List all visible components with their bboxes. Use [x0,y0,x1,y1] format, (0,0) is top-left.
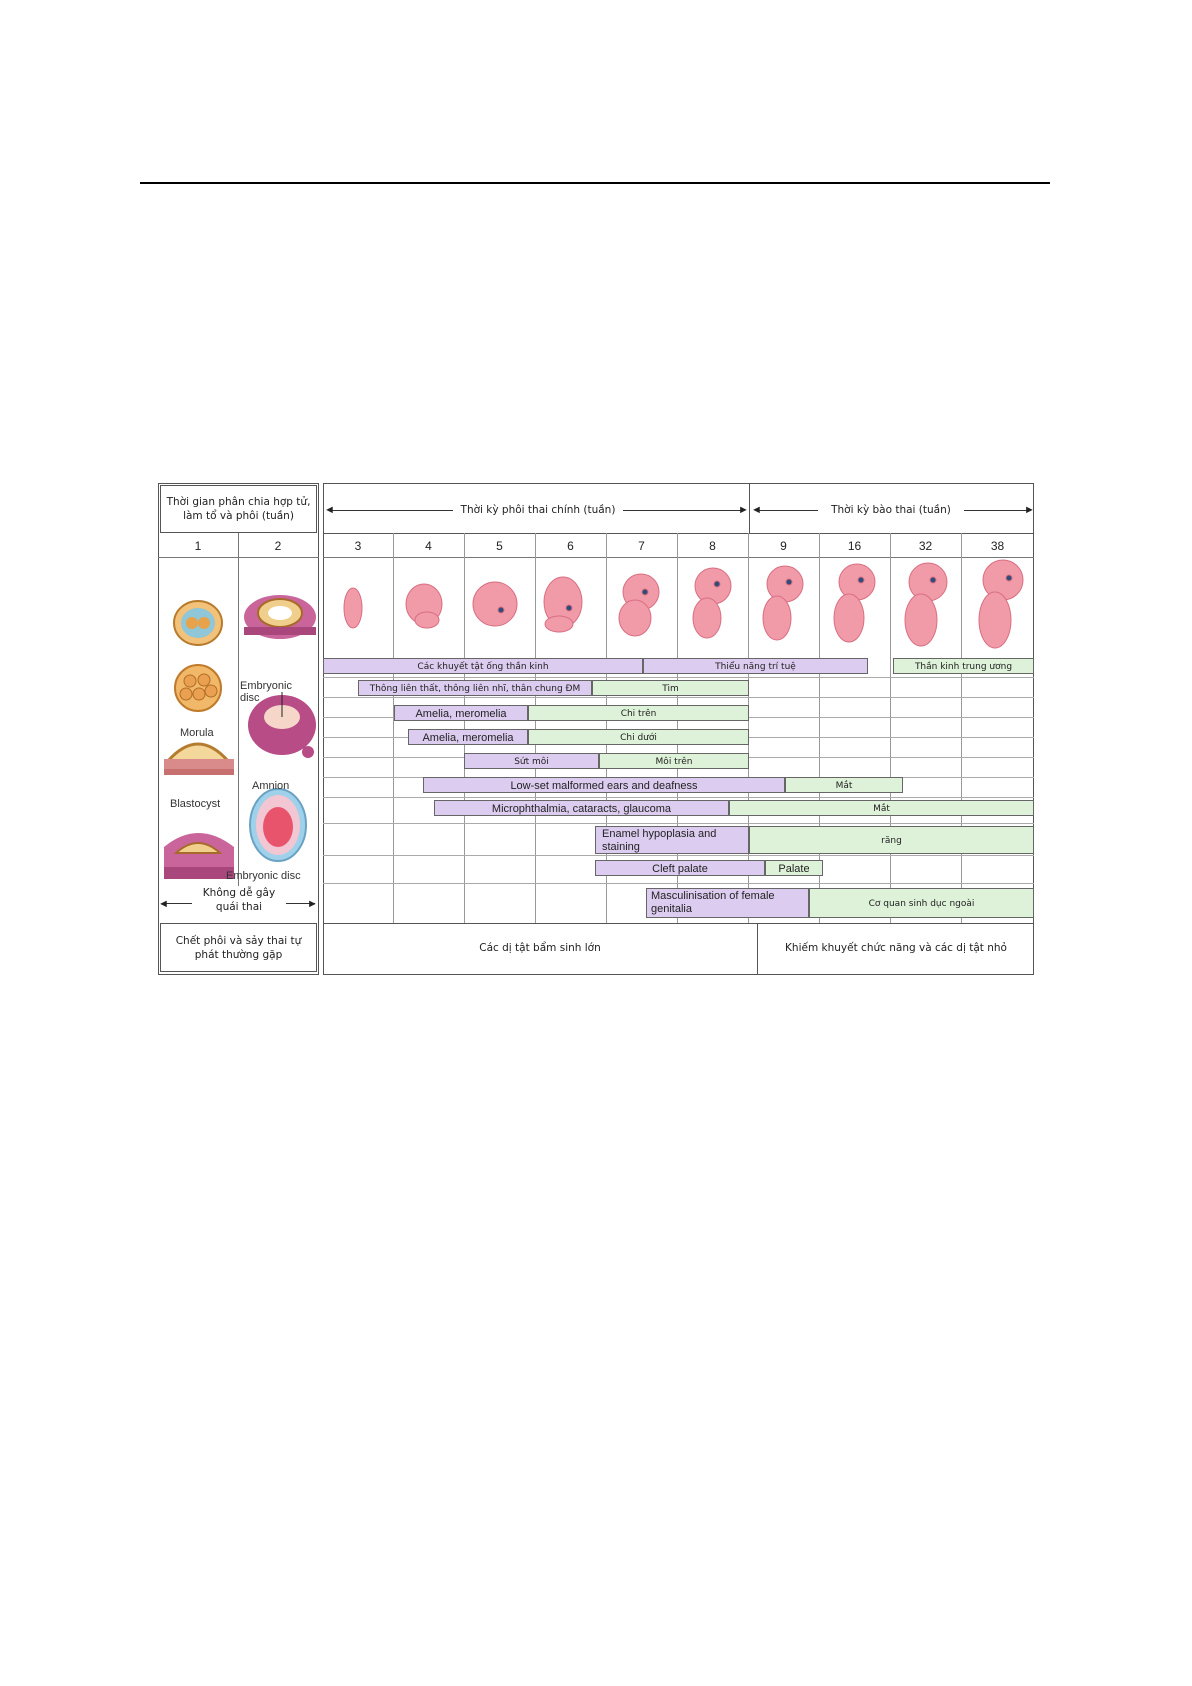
label-embryonic-disc-bottom: Embryonic disc [226,870,301,882]
week-38: 38 [990,539,1005,553]
left-header-box: Thời gian phân chia hợp tử, làm tổ và ph… [160,485,317,533]
period-divider [749,483,750,533]
header-rule [140,182,1050,184]
footer-minor-defects: Khiếm khuyết chức năng và các dị tật nhỏ [785,942,1007,954]
embryo-week-8-icon [692,567,732,639]
fetus-week-32-icon [904,562,948,647]
grid-row-line [323,697,1034,698]
bar-cleft-lip: Sứt môi [464,753,599,769]
footer-major-defects: Các dị tật bẩm sinh lớn [479,942,601,954]
bar-cleft-palate: Cleft palate [595,860,765,876]
bar-heart: Tim [592,680,749,696]
label-morula: Morula [180,727,214,739]
week-3: 3 [354,539,362,553]
morula-icon [174,664,222,712]
fetal-period-label: Thời kỳ bào thai (tuần) [818,503,964,517]
label-embryonic-disc-top: Embryonic disc [240,680,292,704]
embryo-week-3-icon [343,587,363,629]
blastocyst-icon [164,742,234,775]
embryonic-arrow-left: ◄ [324,504,335,516]
bar-enamel: Enamel hypoplasia and staining [595,826,749,854]
bar-genitalia: Cơ quan sinh dục ngoài [809,888,1034,918]
left-footer-text: Chết phôi và sảy thai tự phát thường gặp [175,934,302,961]
label-amnion: Amnion [252,780,290,792]
embryo-week-5-icon [472,581,518,627]
embryonic-period-label: Thời kỳ phôi thai chính (tuần) [453,503,623,517]
grid-row-line [323,883,1034,884]
embryo-week-7-icon [618,573,660,637]
embryo-week-9-icon [762,565,804,641]
bar-lower-limb: Chi dưới [528,729,749,745]
fetus-week-38-icon [978,559,1024,649]
fetus-week-16-icon [833,563,876,643]
grid-col-line [464,533,465,923]
bar-palate: Palate [765,860,823,876]
bar-upper-lip: Môi trên [599,753,749,769]
week-row-bottom [323,557,1034,558]
bar-heart-defects: Thông liên thất, thông liên nhĩ, thân ch… [358,680,592,696]
arrow-left-head: ◄ [158,898,169,910]
embryo-illustrations [343,559,1024,649]
grid-col-line [606,533,607,923]
embryonic-arrow-right: ► [738,504,749,516]
grid-col-line [393,533,394,923]
week-16: 16 [847,539,862,553]
bar-amelia-lower: Amelia, meromelia [408,729,528,745]
bar-upper-limb: Chi trên [528,705,749,721]
grid-row-line [323,797,1034,798]
no-teratogen-text: Không dễ gây quái thai [192,886,286,914]
period-header-bottom [323,533,1034,534]
week-9: 9 [780,539,787,553]
week-32: 32 [918,539,933,553]
grid-col-line [819,533,820,923]
left-week-2: 2 [274,539,282,553]
zygote-icon [173,600,223,646]
grid-col-line [748,533,749,923]
grid-row-line [323,855,1034,856]
week-5: 5 [496,539,503,553]
grid-col-line [961,533,962,923]
bar-ears: Low-set malformed ears and deafness [423,777,785,793]
bar-neural-tube: Các khuyết tật ống thần kinh [323,658,643,674]
stage-illustrations [164,595,316,879]
bar-teeth: răng [749,826,1034,854]
left-col-divider [238,533,239,909]
left-week-1: 1 [194,539,202,553]
grid-col-line [535,533,536,923]
bar-microphthalmia: Microphthalmia, cataracts, glaucoma [434,800,729,816]
left-header-text: Thời gian phân chia hợp tử, làm tổ và ph… [166,496,311,522]
bar-eye-2: Mắt [729,800,1034,816]
left-footer-box: Chết phôi và sảy thai tự phát thường gặp [160,923,317,972]
week-8: 8 [709,539,716,553]
footer-divider [757,923,758,975]
week-4: 4 [425,539,432,553]
bar-intellectual-disability: Thiểu năng trí tuệ [643,658,868,674]
embryo-week-4-icon [405,583,443,629]
teratogen-timeline-figure: Thời gian phân chia hợp tử, làm tổ và ph… [158,483,1035,975]
grid-col-line [890,533,891,923]
bilaminar-disc-icon [248,692,316,758]
arrow-right-head: ► [307,898,318,910]
implanted-blastocyst-icon [244,595,316,639]
amnion-icon [249,788,307,862]
bar-eye-1: Mắt [785,777,903,793]
week-7: 7 [638,539,645,553]
bar-masculinisation: Masculinisation of female genitalia [646,888,809,918]
label-blastocyst: Blastocyst [170,798,221,810]
grid-row-line [323,823,1034,824]
grid-row-line [323,923,1034,924]
bar-amelia-upper: Amelia, meromelia [394,705,528,721]
fetal-arrow-left: ◄ [751,504,762,516]
bar-cns: Thần kinh trung ương [893,658,1034,674]
implantation-icon [164,833,234,879]
grid-row-line [323,677,1034,678]
embryo-week-6-icon [543,576,583,633]
fetal-arrow-right: ► [1024,504,1035,516]
grid-col-line [677,533,678,923]
week-6: 6 [567,539,574,553]
